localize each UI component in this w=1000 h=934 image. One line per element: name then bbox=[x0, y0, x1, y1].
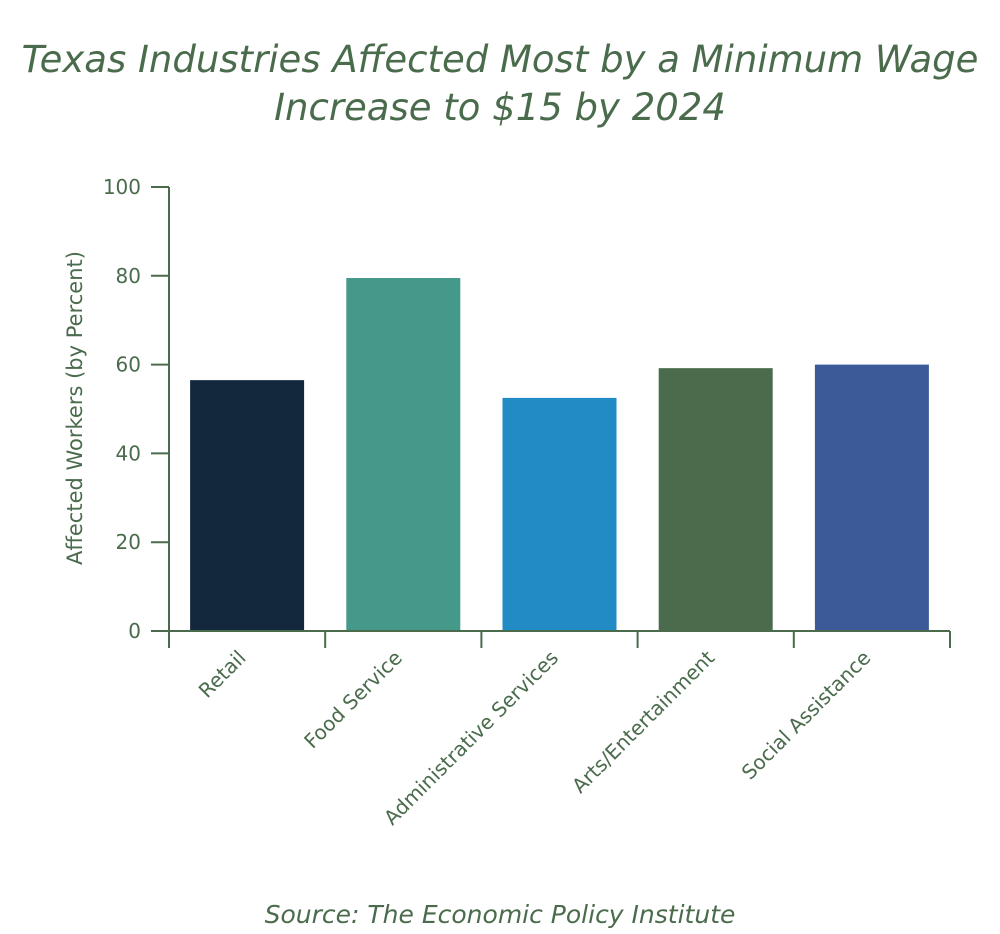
bar-food-service bbox=[346, 278, 461, 631]
y-tick-label: 80 bbox=[116, 264, 141, 288]
x-tick-label: Administrative Services bbox=[379, 646, 563, 830]
chart-title: Texas Industries Affected Most by a Mini… bbox=[0, 36, 1000, 132]
bars-group bbox=[190, 278, 929, 631]
chart-title-line-2: Increase to $15 by 2024 bbox=[274, 86, 726, 129]
y-tick-label: 100 bbox=[103, 175, 141, 199]
x-tick-label: Retail bbox=[194, 646, 251, 703]
bar-retail bbox=[190, 380, 305, 631]
y-tick-label: 0 bbox=[128, 619, 141, 643]
x-tick-label: Social Assistance bbox=[737, 646, 876, 785]
source-note: Source: The Economic Policy Institute bbox=[264, 900, 736, 929]
y-tick-label: 60 bbox=[116, 353, 141, 377]
x-tick-label: Food Service bbox=[299, 646, 407, 754]
bar-arts-entertainment bbox=[658, 368, 773, 631]
y-axis-label: Affected Workers (by Percent) bbox=[63, 251, 87, 565]
x-tick-label: Arts/Entertainment bbox=[567, 645, 719, 797]
y-tick-label: 20 bbox=[116, 530, 141, 554]
y-tick-label: 40 bbox=[116, 441, 141, 465]
chart-title-line-1: Texas Industries Affected Most by a Mini… bbox=[21, 38, 979, 81]
bar-administrative-services bbox=[502, 397, 617, 631]
bar-social-assistance bbox=[814, 364, 929, 631]
